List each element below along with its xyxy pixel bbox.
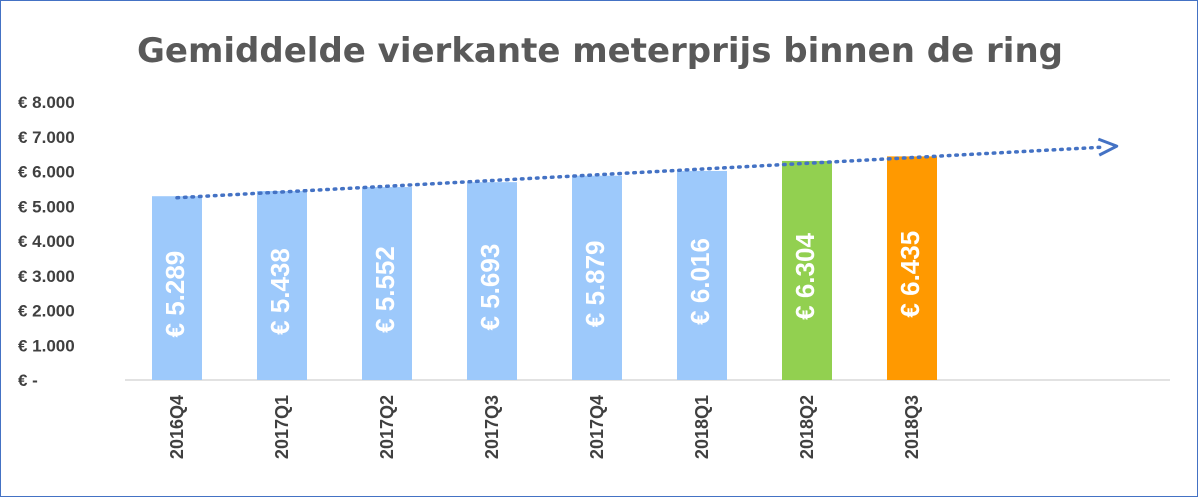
y-tick-label: € 3.000 (18, 267, 75, 286)
trendline (175, 137, 1119, 200)
chart-title: Gemiddelde vierkante meterprijs binnen d… (137, 31, 1063, 71)
bar (572, 175, 622, 380)
bar (257, 191, 307, 380)
trendline-dots (175, 145, 1105, 200)
x-tick-label: 2018Q1 (692, 395, 712, 459)
y-tick-label: € 8.000 (18, 93, 75, 112)
bar (782, 160, 832, 380)
bar (887, 156, 937, 380)
x-tick-label: 2017Q3 (482, 395, 502, 459)
bar (152, 196, 202, 380)
bars: € 5.289 € 5.438 € 5.552 € 5.693 € 5.879 € 6.0… (152, 156, 937, 380)
bar-data-label: € 5.693 (475, 244, 505, 331)
bar (677, 170, 727, 380)
y-tick-label: € 7.000 (18, 128, 75, 147)
bar-data-label: € 5.289 (160, 251, 190, 338)
y-axis: € - € 1.000 € 2.000 € 3.000 € 4.000 € 5.000 € … (18, 93, 75, 390)
bar-data-label: € 5.879 (580, 240, 610, 327)
bar-data-label: € 6.016 (685, 238, 715, 325)
y-tick-label: € - (18, 371, 38, 390)
y-tick-label: € 5.000 (18, 197, 75, 216)
x-tick-label: 2016Q4 (167, 395, 187, 459)
y-tick-label: € 2.000 (18, 302, 75, 321)
trendline-arrowhead (1097, 137, 1119, 157)
y-tick-label: € 1.000 (18, 336, 75, 355)
bar-data-label: € 5.438 (265, 248, 295, 335)
x-tick-label: 2017Q4 (587, 395, 607, 459)
bar (362, 187, 412, 380)
x-axis: 2016Q4 2017Q1 2017Q2 2017Q3 2017Q4 2018Q1 2018… (167, 395, 922, 459)
bar-data-label: € 6.435 (895, 231, 925, 318)
x-tick-label: 2017Q2 (377, 395, 397, 459)
bar-data-label: € 5.552 (370, 246, 400, 333)
x-tick-label: 2018Q3 (902, 395, 922, 459)
x-tick-label: 2017Q1 (272, 395, 292, 459)
bar-data-label: € 6.304 (790, 233, 820, 320)
y-tick-label: € 4.000 (18, 232, 75, 251)
x-tick-label: 2018Q2 (797, 395, 817, 459)
y-tick-label: € 6.000 (18, 163, 75, 182)
bar (467, 182, 517, 380)
